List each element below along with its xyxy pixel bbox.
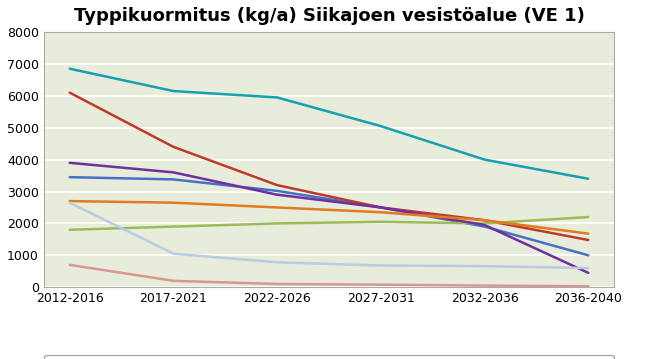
Title: Typpikuormitus (kg/a) Siikajoen vesistöalue (VE 1): Typpikuormitus (kg/a) Siikajoen vesistöa… — [74, 7, 584, 25]
Legend: 57.01, 57.02, 57.03, 57.04, 57.06, 57.07, 57.08, 57.09: 57.01, 57.02, 57.03, 57.04, 57.06, 57.07… — [44, 355, 614, 359]
